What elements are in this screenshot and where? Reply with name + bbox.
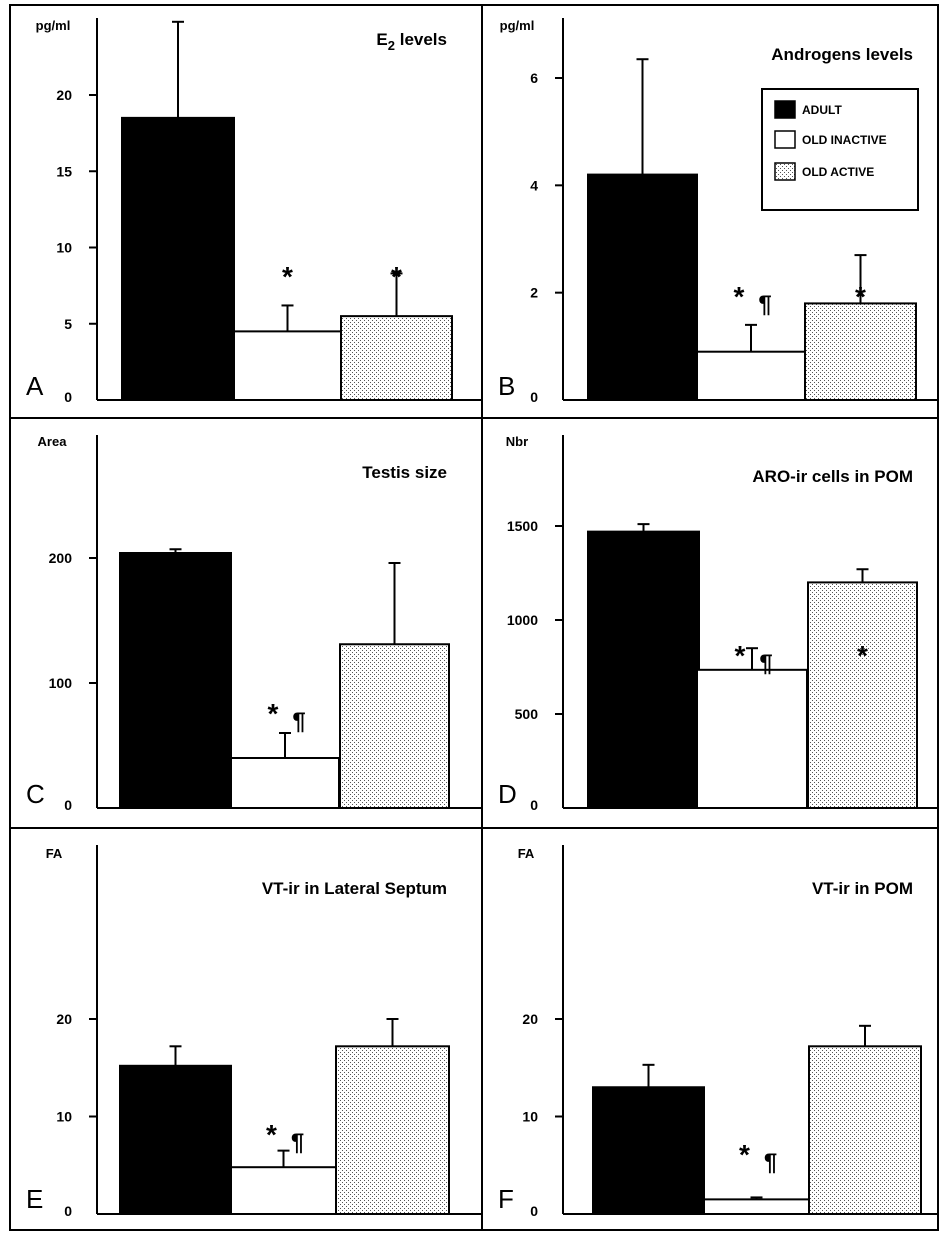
bar-old-active: [335, 1045, 450, 1216]
y-tick-label: 20: [56, 1011, 72, 1027]
bar-adult: [592, 1086, 705, 1215]
y-tick-label: 2: [530, 285, 538, 301]
panel-b: * ¶ * 0 2 4 6 pg/ml B Androgens levels: [481, 4, 939, 419]
y-tick-label: 6: [530, 70, 538, 86]
legend-label: OLD INACTIVE: [802, 133, 887, 147]
panel-a: * * 0 5 10 15 20 pg/ml A E2 levels: [9, 4, 483, 419]
y-tick-label: 15: [56, 163, 72, 179]
panel-frame: [481, 827, 939, 1231]
significance-star: *: [268, 698, 279, 729]
y-tick-label: 0: [530, 1203, 538, 1219]
chart-title: Androgens levels: [771, 45, 913, 64]
significance-star: *: [391, 261, 402, 292]
significance-star: *: [282, 261, 293, 292]
bar-old-inactive: [696, 668, 808, 809]
significance-star: *: [734, 281, 745, 312]
y-tick-label: 4: [530, 177, 538, 193]
bar-old-inactive: [230, 1166, 337, 1215]
y-axis-label: Nbr: [506, 434, 528, 449]
y-tick-label: 0: [530, 797, 538, 813]
bar-adult: [121, 116, 235, 401]
bar-old-active: [340, 315, 453, 401]
panel-d: * ¶ * 0 500 1000 1500 Nbr D ARO-ir cells in POM: [481, 417, 939, 829]
chart-title: E2 levels: [376, 30, 447, 53]
chart-title: VT-ir in Lateral Septum: [262, 879, 447, 898]
y-tick-label: 100: [49, 675, 73, 691]
panel-c: * ¶ 0 100 200 Area C Testis size: [9, 417, 483, 829]
bar-adult: [119, 552, 232, 809]
significance-star: *: [735, 640, 746, 671]
y-tick-label: 0: [64, 389, 72, 405]
bar-old-inactive: [230, 757, 340, 809]
panel-letter: D: [498, 779, 517, 809]
bar-old-inactive: [703, 1198, 810, 1215]
y-tick-label: 1000: [507, 612, 538, 628]
panel-letter: B: [498, 371, 515, 401]
y-axis-label: pg/ml: [500, 18, 535, 33]
legend-swatch: [774, 162, 796, 181]
y-axis-label: pg/ml: [36, 18, 71, 33]
panel-letter: A: [26, 371, 44, 401]
bar-adult: [587, 173, 698, 401]
y-tick-label: 200: [49, 550, 73, 566]
y-tick-label: 20: [522, 1011, 538, 1027]
bar-old-active: [807, 581, 918, 810]
y-tick-label: 0: [530, 389, 538, 405]
significance-pilcrow: ¶: [292, 708, 305, 735]
chart-title: Testis size: [362, 463, 447, 482]
significance-pilcrow: ¶: [758, 291, 771, 318]
y-tick-label: 1500: [507, 518, 538, 534]
y-axis-label: FA: [518, 846, 535, 861]
bar-old-active: [808, 1045, 922, 1216]
y-tick-label: 0: [64, 797, 72, 813]
significance-star: *: [855, 281, 866, 312]
y-tick-label: 10: [56, 240, 72, 256]
significance-star: *: [739, 1139, 750, 1170]
chart-title: VT-ir in POM: [812, 879, 913, 898]
bar-old-active: [804, 302, 917, 401]
bar-old-inactive: [233, 330, 342, 401]
panel-letter: E: [26, 1184, 43, 1214]
significance-pilcrow: ¶: [764, 1149, 777, 1176]
y-axis-label: Area: [38, 434, 68, 449]
panel-f: * ¶ 0 10 20 FA F VT-ir in POM: [481, 827, 939, 1231]
panel-letter: C: [26, 779, 45, 809]
significance-star: *: [857, 640, 868, 671]
significance-pilcrow: ¶: [759, 650, 772, 677]
bar-adult: [119, 1064, 232, 1216]
panel-letter: F: [498, 1184, 514, 1214]
y-tick-label: 20: [56, 87, 72, 103]
legend-label: ADULT: [802, 103, 842, 117]
y-axis-label: FA: [46, 846, 63, 861]
significance-pilcrow: ¶: [291, 1129, 304, 1156]
significance-star: *: [266, 1119, 277, 1150]
legend-swatch: [774, 100, 796, 119]
y-tick-label: 10: [522, 1109, 538, 1125]
y-tick-label: 5: [64, 316, 72, 332]
bar-adult: [587, 530, 700, 809]
y-tick-label: 0: [64, 1203, 72, 1219]
bar-old-inactive: [696, 350, 806, 402]
legend-label: OLD ACTIVE: [802, 165, 874, 179]
bar-old-active: [339, 643, 450, 809]
chart-title: ARO-ir cells in POM: [752, 467, 913, 486]
y-tick-label: 500: [515, 706, 539, 722]
panel-e: * ¶ 0 10 20 FA E VT-ir in Lateral Septum: [9, 827, 483, 1231]
y-tick-label: 10: [56, 1109, 72, 1125]
legend: ADULT OLD INACTIVE OLD ACTIVE: [761, 88, 919, 211]
legend-swatch: [774, 130, 796, 149]
